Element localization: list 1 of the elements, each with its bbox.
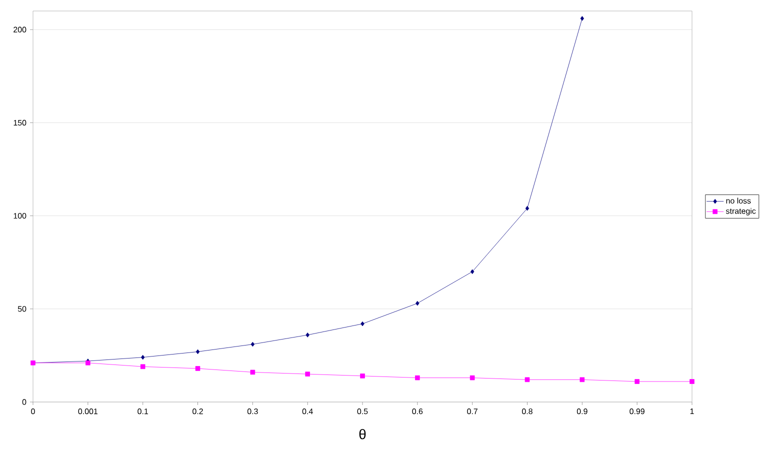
x-axis-title: θ bbox=[359, 428, 366, 440]
